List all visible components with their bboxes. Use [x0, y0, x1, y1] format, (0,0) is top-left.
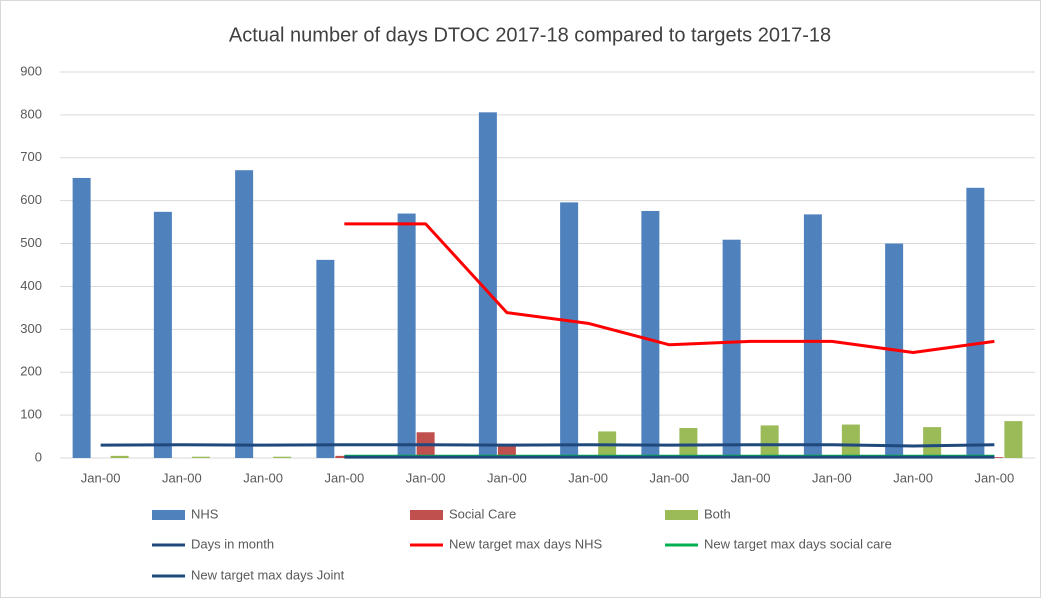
bar	[191, 456, 210, 458]
bar	[923, 427, 942, 458]
bar	[803, 214, 822, 458]
bar	[153, 211, 172, 458]
x-tick-label: Jan-00	[81, 470, 121, 485]
bar	[235, 170, 254, 458]
y-tick-label: 500	[20, 235, 42, 250]
legend-label: New target max days social care	[704, 536, 892, 551]
bar	[110, 455, 129, 458]
y-tick-label: 100	[20, 407, 42, 422]
bar	[478, 112, 497, 458]
legend-swatch	[410, 510, 443, 520]
bar	[641, 210, 660, 458]
chart-title: Actual number of days DTOC 2017-18 compa…	[229, 24, 831, 46]
bar	[1004, 421, 1023, 458]
legend-label: NHS	[191, 506, 219, 521]
bar	[722, 239, 741, 458]
legend-label: Social Care	[449, 506, 516, 521]
line-series	[344, 222, 995, 354]
x-tick-label: Jan-00	[325, 470, 365, 485]
bar	[316, 259, 335, 458]
line-series	[100, 443, 995, 448]
y-tick-label: 900	[20, 63, 42, 78]
y-tick-label: 400	[20, 278, 42, 293]
bar	[679, 427, 698, 458]
bar	[841, 424, 860, 458]
y-tick-label: 200	[20, 364, 42, 379]
x-tick-label: Jan-00	[243, 470, 283, 485]
x-tick-label: Jan-00	[487, 470, 527, 485]
bar	[560, 202, 579, 458]
legend-label: Days in month	[191, 536, 274, 551]
y-tick-label: 600	[20, 192, 42, 207]
x-tick-label: Jan-00	[162, 470, 202, 485]
y-tick-label: 0	[35, 449, 42, 464]
bar	[397, 213, 416, 458]
legend-label: New target max days Joint	[191, 567, 345, 582]
x-tick-label: Jan-00	[731, 470, 771, 485]
x-tick-label: Jan-00	[406, 470, 446, 485]
legend-label: New target max days NHS	[449, 536, 602, 551]
y-tick-label: 700	[20, 149, 42, 164]
legend-swatch	[665, 510, 698, 520]
x-tick-label: Jan-00	[893, 470, 933, 485]
legend-label: Both	[704, 506, 731, 521]
y-tick-label: 300	[20, 321, 42, 336]
bar	[273, 456, 292, 458]
y-tick-label: 800	[20, 106, 42, 121]
x-tick-label: Jan-00	[568, 470, 608, 485]
x-tick-label: Jan-00	[650, 470, 690, 485]
x-tick-label: Jan-00	[975, 470, 1015, 485]
x-tick-label: Jan-00	[812, 470, 852, 485]
bar	[72, 177, 91, 459]
bar	[760, 425, 779, 458]
bar	[966, 187, 985, 459]
legend-swatch	[152, 510, 185, 520]
